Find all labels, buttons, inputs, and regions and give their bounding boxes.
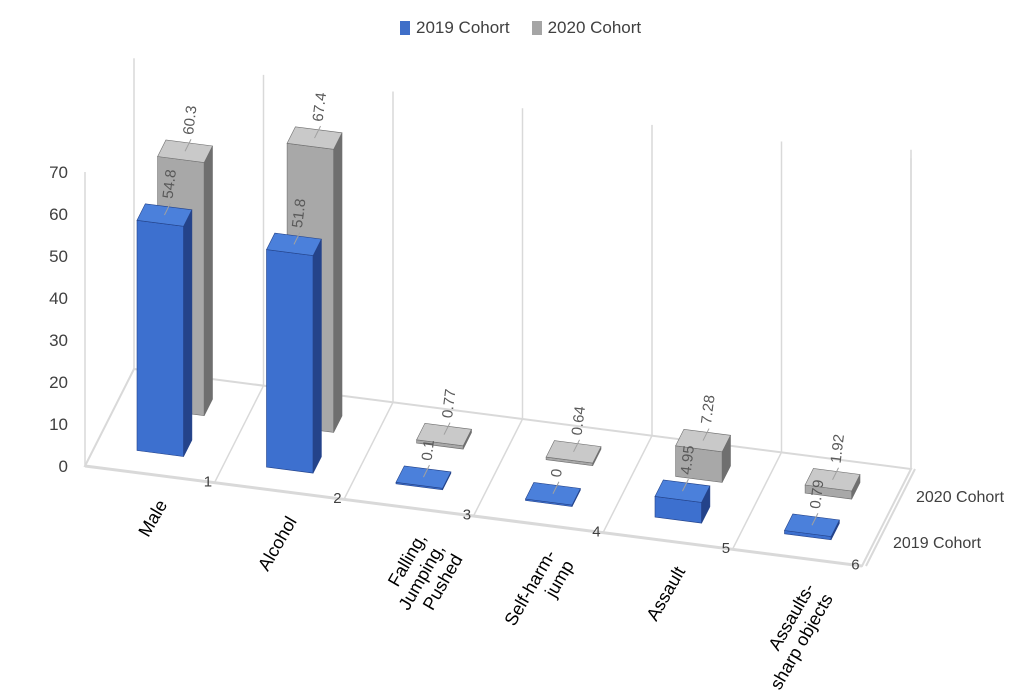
data-label-leader [423, 464, 430, 478]
category-label-line: Male [134, 496, 171, 540]
legend-swatch-2019 [400, 21, 410, 35]
category-number: 1 [204, 473, 212, 490]
data-label: 0.1 [419, 439, 438, 462]
bar-side-face [183, 209, 193, 457]
data-label: 4.95 [678, 445, 698, 476]
bar-2019-3 [395, 465, 452, 491]
data-label-leader [164, 202, 171, 216]
legend-label-2020: 2020 Cohort [547, 18, 642, 37]
legend-item-2020: 2020 Cohort [531, 18, 642, 38]
category-label: Male [134, 496, 171, 540]
data-label: 0.77 [439, 388, 459, 419]
category-label-line: Assault [642, 563, 689, 624]
bar-front-face [266, 249, 314, 474]
depth-axis-label: 2019 Cohort [893, 535, 982, 552]
category-axis [84, 464, 863, 568]
y-tick-label: 0 [59, 457, 68, 476]
bar-top-face [266, 232, 322, 256]
data-label-leader [702, 428, 710, 441]
bar-top-face [395, 465, 452, 489]
data-label: 0.79 [807, 479, 827, 510]
data-label: 7.28 [698, 394, 718, 425]
y-tick-label: 40 [49, 289, 68, 308]
bar-front-face [136, 219, 184, 457]
bar-2019-4 [525, 482, 581, 507]
legend-label-2019: 2019 Cohort [416, 18, 510, 37]
category-label: Assault [642, 563, 689, 624]
data-label: 51.8 [289, 198, 309, 229]
data-label: 0.64 [569, 405, 589, 436]
bar-2019-1 [136, 203, 193, 457]
data-label-leader [682, 478, 689, 492]
bar-2019-2 [266, 232, 322, 474]
data-label-leader [293, 232, 301, 245]
data-label-leader [443, 422, 451, 435]
category-number: 2 [333, 490, 341, 507]
bar-side-face [333, 132, 343, 433]
bar-2019-5 [654, 479, 711, 524]
category-number: 4 [592, 523, 600, 540]
floor-divider [602, 435, 653, 534]
legend-swatch-2020 [531, 21, 542, 35]
bars [136, 126, 861, 541]
legend-item-2019: 2019 Cohort [400, 18, 510, 38]
y-tick-label: 70 [49, 163, 68, 182]
floor-divider [213, 385, 265, 484]
data-labels: 60.3 67.4 0.77 0.64 7.28 1.92 54.8 51.8 0.1 0 4.95… [160, 92, 848, 526]
bar-top-face [157, 139, 213, 163]
bar-side-face [312, 238, 322, 474]
data-label-leader [184, 139, 192, 152]
bar-2019-6 [784, 513, 840, 541]
bar-side-face [203, 145, 213, 416]
category-number: 3 [463, 507, 471, 524]
legend: 2019 Cohort 2020 Cohort [400, 18, 641, 38]
data-label-leader [832, 467, 839, 480]
category-labels: 1 Male 2 Alcohol 3 Falling,Jumping,Pushed 4 Sel… [134, 473, 859, 690]
category-label: Alcohol [254, 513, 301, 574]
data-label-leader [811, 513, 819, 526]
floor-divider [472, 418, 524, 517]
bar-top-face [654, 479, 711, 503]
data-label-leader [573, 439, 580, 453]
category-label: Self-harm-jump [500, 546, 578, 639]
data-label-leader [552, 481, 560, 494]
y-tick-label: 10 [49, 415, 68, 434]
bar-top-face [545, 440, 602, 464]
bar-2020-5 [675, 428, 731, 483]
data-label-leader [314, 125, 321, 139]
bar-2020-4 [545, 440, 602, 467]
data-label: 1.92 [828, 433, 848, 464]
floor-divider [343, 401, 394, 500]
data-label: 54.8 [160, 169, 180, 200]
y-tick-label: 20 [49, 373, 68, 392]
category-label: Falling,Jumping,Pushed [376, 530, 466, 624]
category-label-line: Alcohol [254, 513, 301, 574]
data-label: 67.4 [310, 92, 330, 123]
data-label: 60.3 [180, 105, 200, 136]
bar-top-face [784, 513, 840, 537]
category-number: 5 [722, 540, 730, 557]
y-tick-label: 60 [49, 205, 68, 224]
floor-divider [731, 451, 783, 550]
category-number: 6 [851, 557, 859, 574]
data-label: 0 [548, 468, 566, 478]
y-tick-label: 30 [49, 331, 68, 350]
category-label: Assaults-sharp objects [748, 580, 837, 690]
depth-axis-label: 2020 Cohort [916, 489, 1005, 506]
depth-axis [865, 468, 916, 567]
y-tick-label: 50 [49, 247, 68, 266]
